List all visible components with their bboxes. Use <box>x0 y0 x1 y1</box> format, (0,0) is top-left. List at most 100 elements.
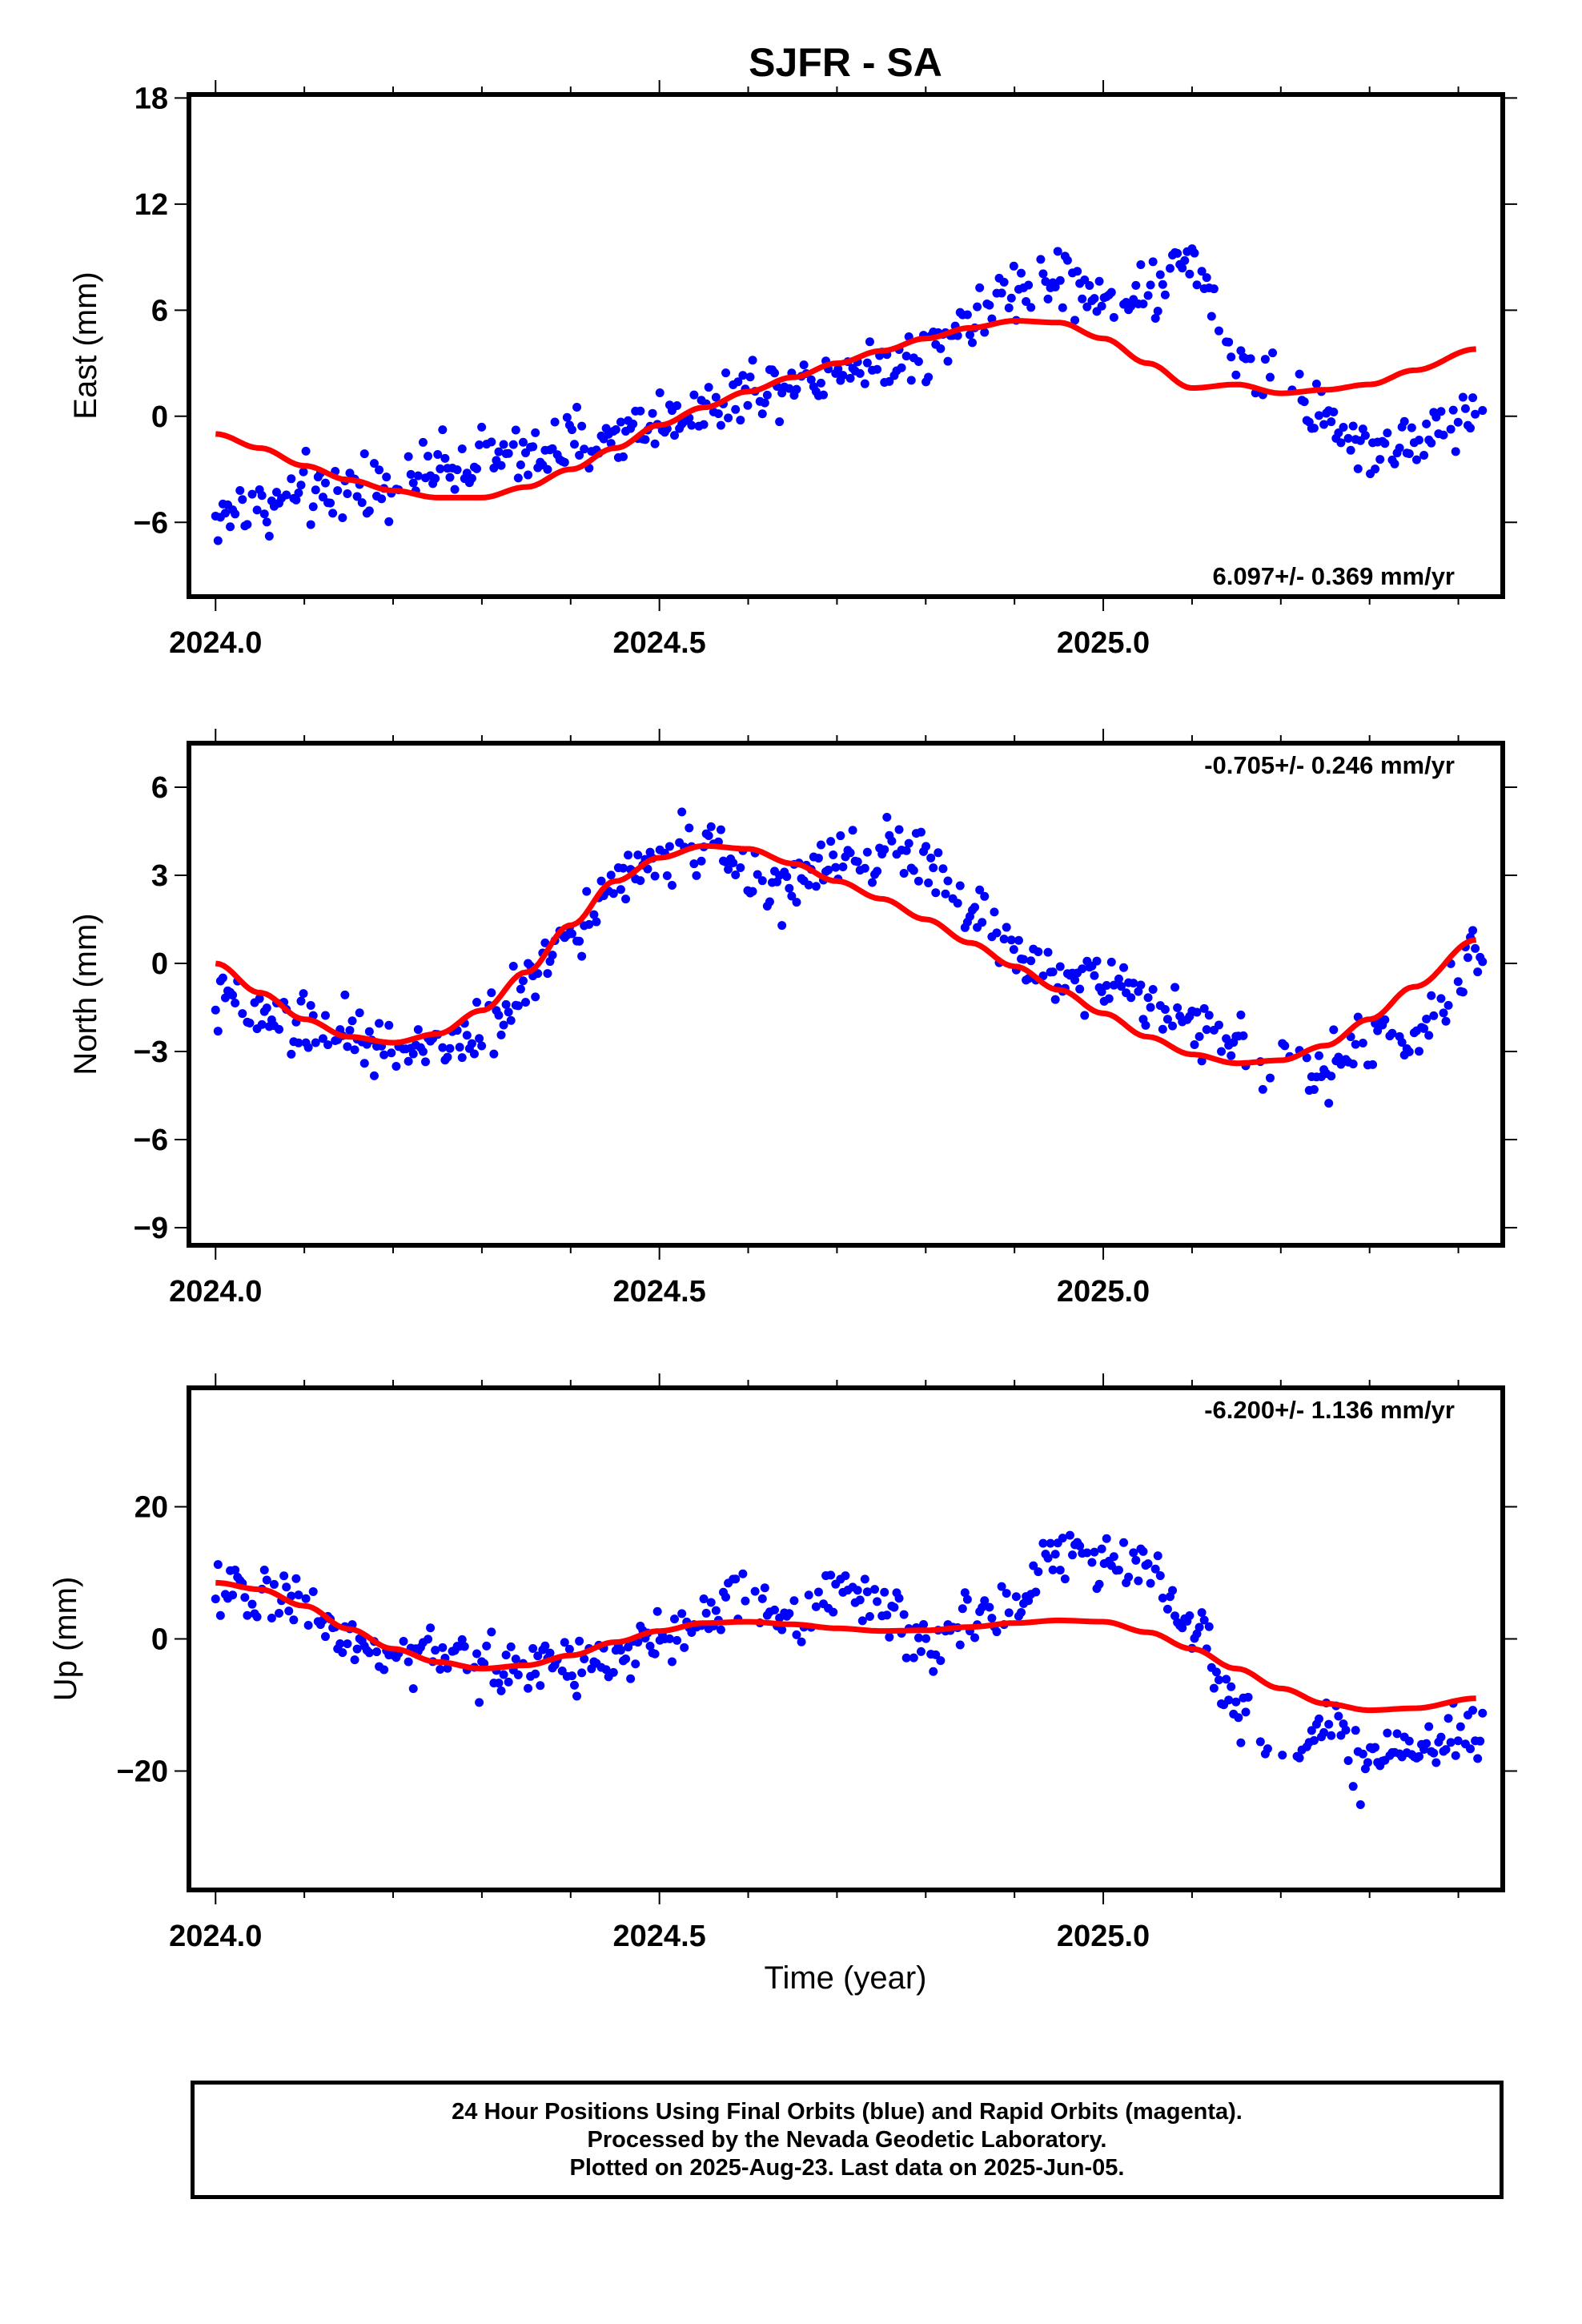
data-point <box>665 1634 674 1643</box>
data-point <box>711 392 721 402</box>
data-point <box>1146 1003 1155 1012</box>
x-tick-label: 2025.0 <box>1057 1275 1150 1309</box>
data-point <box>213 1027 223 1036</box>
data-point <box>1078 964 1087 974</box>
data-point <box>247 1599 257 1609</box>
data-point <box>333 486 343 496</box>
data-point <box>572 402 582 412</box>
data-point <box>787 891 797 901</box>
data-point <box>560 457 569 467</box>
data-point <box>1236 1010 1246 1019</box>
data-point <box>1478 957 1488 967</box>
data-point <box>375 465 384 475</box>
data-point <box>736 416 745 425</box>
data-point <box>1446 424 1456 434</box>
data-point <box>1383 1728 1392 1738</box>
data-point <box>943 876 953 886</box>
data-point <box>335 1639 345 1649</box>
data-point <box>352 492 362 501</box>
data-point <box>687 420 697 430</box>
data-point <box>404 1657 413 1667</box>
data-point <box>282 490 291 500</box>
data-point <box>1073 267 1082 276</box>
data-point <box>721 368 731 378</box>
data-point <box>633 850 643 860</box>
data-point <box>1082 1548 1092 1558</box>
data-point <box>1392 1729 1402 1739</box>
data-point <box>770 368 780 378</box>
data-point <box>521 997 531 1007</box>
y-tick-label: 0 <box>151 400 168 434</box>
data-point <box>1243 1692 1253 1702</box>
data-point <box>306 1001 315 1011</box>
data-point <box>516 460 525 470</box>
data-point <box>506 1642 516 1651</box>
data-point <box>636 876 645 886</box>
data-point <box>457 1053 467 1063</box>
data-point <box>1094 276 1104 286</box>
data-point <box>247 489 257 499</box>
data-point <box>379 1050 389 1059</box>
data-point <box>499 440 508 449</box>
data-point <box>1441 1745 1451 1755</box>
data-point <box>438 1043 448 1052</box>
data-point <box>919 1619 929 1629</box>
data-point <box>469 1049 479 1059</box>
data-point <box>677 807 687 817</box>
data-point <box>824 865 833 875</box>
data-point <box>452 465 462 475</box>
data-point <box>1453 977 1463 987</box>
data-point <box>1195 1622 1204 1632</box>
east-panel: 2024.0 2024.5 2025.0 −6 0 6 12 18 East (mm) 6.097… <box>68 80 1517 660</box>
data-point <box>318 1034 327 1043</box>
data-point <box>1138 1546 1148 1556</box>
data-point <box>1143 291 1153 300</box>
data-point <box>518 437 528 447</box>
data-point <box>848 826 857 835</box>
data-point <box>1199 1003 1209 1013</box>
data-point <box>496 1030 506 1039</box>
fit-curve <box>215 842 1477 1067</box>
data-point <box>424 1634 433 1644</box>
data-point <box>1427 991 1436 1000</box>
data-point <box>865 1611 874 1621</box>
data-point <box>582 887 592 896</box>
x-tick-label: 2025.0 <box>1057 1920 1150 1953</box>
data-point <box>275 1608 284 1618</box>
data-point <box>275 1024 284 1034</box>
data-point <box>243 1610 252 1620</box>
data-point <box>269 1579 279 1589</box>
data-point <box>973 302 982 312</box>
y-axis-label: North (mm) <box>68 913 103 1075</box>
data-point <box>259 1566 269 1575</box>
data-point <box>1439 430 1448 440</box>
data-point <box>731 870 741 880</box>
data-point <box>1314 1051 1323 1060</box>
data-point <box>1458 987 1468 997</box>
data-point <box>1011 1592 1021 1602</box>
data-point <box>962 310 972 320</box>
data-point <box>1387 1028 1397 1038</box>
data-point <box>391 1062 401 1072</box>
data-point <box>624 1642 633 1652</box>
data-point <box>418 437 428 447</box>
data-point <box>841 1571 850 1581</box>
data-point <box>611 424 620 434</box>
data-point <box>589 910 599 919</box>
data-point <box>1436 407 1446 416</box>
data-point <box>965 330 974 340</box>
data-point <box>548 951 557 960</box>
data-point <box>857 1616 867 1626</box>
data-point <box>760 398 769 408</box>
data-point <box>1136 259 1146 269</box>
data-point <box>757 876 767 886</box>
data-point <box>1204 1011 1214 1020</box>
data-point <box>420 1057 430 1067</box>
data-point <box>575 936 584 946</box>
data-point <box>1202 273 1211 283</box>
data-point <box>970 903 980 912</box>
data-point <box>1241 1707 1251 1717</box>
plot-frame <box>187 741 1505 1248</box>
data-point <box>1029 1561 1038 1570</box>
data-point <box>929 863 938 873</box>
